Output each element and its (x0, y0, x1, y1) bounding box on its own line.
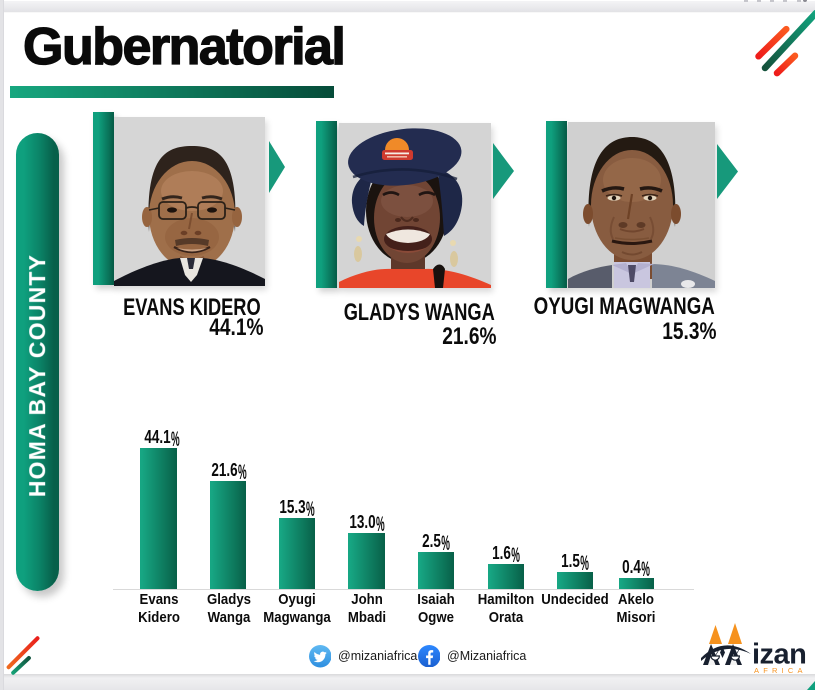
svg-text:AFRICA: AFRICA (754, 666, 807, 675)
svg-text:izan: izan (752, 639, 806, 671)
